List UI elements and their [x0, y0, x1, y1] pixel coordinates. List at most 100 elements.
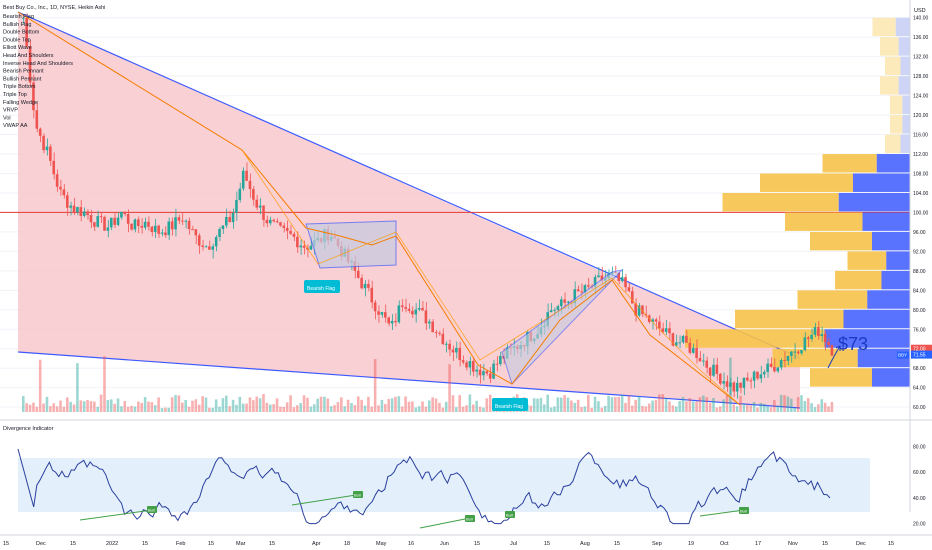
candle-body	[671, 333, 675, 346]
volume-bar	[475, 400, 478, 412]
candle-body	[137, 219, 140, 226]
candle-body	[573, 289, 577, 304]
volume-bar	[468, 394, 472, 412]
candle-body	[458, 347, 462, 361]
volume-bar	[177, 395, 181, 412]
indicator-legend-item: Double Bottom	[3, 30, 40, 36]
candle-body	[275, 221, 279, 223]
volume-bar	[69, 401, 72, 412]
volume-bar	[587, 394, 590, 412]
volume-bar	[72, 404, 76, 412]
volume-bar	[488, 394, 492, 412]
wedge-upper-line	[17, 11, 801, 359]
candle-body	[746, 377, 749, 381]
candle-body	[468, 361, 472, 368]
volume-bar	[255, 396, 259, 412]
price-axis-tick: 124.00	[913, 94, 929, 100]
candle-body	[289, 230, 292, 234]
volume-bar	[742, 403, 746, 412]
volume-bar	[390, 398, 394, 412]
volume-bar	[204, 397, 208, 412]
volume-bar	[641, 405, 644, 412]
candle-body	[421, 307, 424, 311]
candle-body	[62, 189, 66, 196]
time-axis-tick: 19	[688, 541, 694, 547]
candle-body	[431, 321, 434, 333]
volume-bar	[773, 400, 776, 412]
bull-tag-bg	[147, 506, 157, 513]
volume-bar	[438, 402, 441, 412]
volume-bar	[597, 401, 600, 412]
bearish-flag-label-1: Bearish Flag	[307, 286, 335, 292]
bull-tag: Bull	[740, 509, 747, 514]
volume-profile-bar-buy	[881, 270, 910, 290]
volume-profile-bar-buy	[895, 17, 910, 37]
volume-bar	[654, 399, 658, 412]
candle-body	[817, 327, 820, 337]
candle-body	[248, 180, 252, 190]
volume-bar	[218, 406, 221, 412]
time-axis-tick: 15	[888, 541, 894, 547]
candle-body	[641, 305, 644, 315]
price-axis-tick: 64.00	[913, 386, 926, 392]
candle-body	[769, 363, 773, 367]
volume-bar	[38, 359, 42, 412]
time-axis-tick: 18	[344, 541, 350, 547]
volume-bar	[536, 398, 539, 412]
volume-bar	[272, 404, 275, 412]
volume-profile-bar	[722, 192, 839, 212]
volume-bar	[431, 397, 434, 412]
candle-body	[221, 225, 225, 230]
volume-bar	[109, 399, 113, 412]
indicator-legend-item: Triple Top	[3, 92, 27, 98]
volume-bar	[810, 403, 813, 412]
volume-bar	[678, 401, 681, 412]
volume-bar	[137, 401, 140, 412]
volume-bar	[65, 397, 69, 412]
volume-bar	[485, 398, 489, 412]
candle-body	[495, 363, 499, 365]
volume-profile-bar	[880, 37, 899, 56]
indicator-legend-item: Head And Shoulders	[3, 53, 54, 59]
candle-body	[55, 174, 59, 187]
volume-bar	[302, 395, 306, 412]
volume-bar	[465, 405, 468, 412]
time-axis-tick: 15	[70, 541, 76, 547]
candle-body	[729, 382, 732, 387]
volume-profile-bar	[685, 329, 825, 348]
price-axis-tick: 84.00	[913, 288, 926, 294]
oscillator-tick: 40.00	[913, 496, 926, 502]
volume-bar	[82, 401, 86, 412]
volume-bar	[106, 400, 110, 412]
candle-body	[580, 291, 583, 293]
volume-bar	[45, 396, 49, 412]
volume-profile-bar	[890, 115, 903, 134]
bearish-flag-1	[305, 220, 397, 269]
volume-bar	[397, 396, 401, 412]
volume-bar	[103, 356, 106, 412]
volume-bar	[363, 405, 367, 412]
time-axis-tick: Dec	[36, 541, 46, 547]
oscillator-title: Divergence Indicator	[3, 426, 54, 432]
symbol-price-bg	[911, 350, 932, 359]
candle-body	[59, 186, 62, 190]
candle-body	[86, 211, 89, 216]
volume-bar	[434, 398, 438, 412]
candle-body	[428, 321, 431, 324]
candle-body	[218, 229, 221, 237]
volume-bar	[725, 395, 729, 412]
candle-body	[367, 283, 370, 288]
candle-body	[96, 216, 100, 227]
volume-profile-bar	[880, 76, 899, 95]
volume-profile-bar	[835, 270, 882, 290]
candle-body	[370, 287, 374, 303]
candle-body	[204, 246, 208, 248]
volume-bar	[637, 396, 641, 412]
price-axis-tick: 88.00	[913, 269, 926, 275]
volume-bar	[461, 406, 465, 412]
volume-bar	[248, 397, 252, 412]
volume-bar	[674, 406, 678, 412]
volume-bar	[336, 401, 340, 412]
